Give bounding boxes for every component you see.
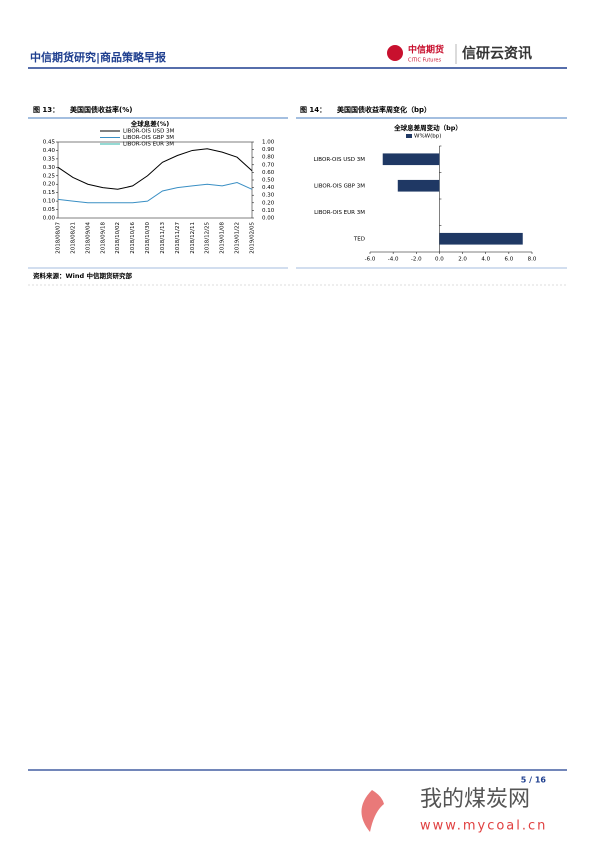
y2-tick-label: 0.10: [262, 208, 275, 214]
legend-label: LIBOR-OIS USD 3M: [123, 129, 175, 135]
legend-label: LIBOR-OIS EUR 3M: [123, 142, 174, 148]
y2-tick-label: 0.70: [262, 162, 275, 168]
chart-13: 全球息差(%) 0.00 0.05 0.10 0.15 0.20 0.25 0.30 0.35 0…: [43, 119, 275, 254]
y-tick-label: 0.15: [43, 190, 56, 196]
watermark-url: www.mycoal.cn: [420, 819, 547, 834]
y2-tick-label: 0.60: [262, 170, 275, 176]
y2-tick-label: 0.20: [262, 200, 275, 206]
page-number: 5 / 16: [521, 776, 547, 785]
logo-en: CITIC Futures: [408, 58, 441, 64]
x-tick-label: 2018/11/27: [175, 222, 181, 254]
plot-frame: [57, 141, 253, 219]
x-tick-label: 8.0: [528, 257, 537, 263]
x-tick-label: 2019/01/22: [235, 222, 241, 254]
logo-cn: 中信期货: [408, 44, 444, 56]
y2-tick-label: 0.40: [262, 185, 275, 191]
legend-swatch: [406, 134, 412, 138]
legend-label: W%W(bp): [414, 134, 441, 140]
chart-title: 全球息差周变动（bp）: [393, 123, 462, 132]
bar: [439, 232, 523, 245]
logo-icon: [387, 45, 403, 61]
legend-label: LIBOR-OIS GBP 3M: [123, 135, 174, 141]
x-tick-label: 2018/12/11: [190, 222, 196, 254]
brand: 信研云资讯: [462, 45, 532, 62]
y2-tick-label: 0.90: [262, 147, 275, 153]
y-tick-label: 0.05: [43, 207, 56, 213]
category-label: TED: [353, 236, 365, 242]
chart-title: 全球息差(%): [130, 119, 169, 128]
x-tick-label: 2018/08/07: [56, 222, 62, 254]
x-tick-label: 2018/08/21: [70, 222, 76, 254]
y2-tick-label: 0.00: [262, 216, 275, 222]
x-tick-label: 2018/10/30: [145, 222, 151, 254]
y-tick-label: 0.10: [43, 199, 56, 205]
y-tick-label: 0.30: [43, 165, 56, 171]
x-tick-label: 2018/09/04: [85, 222, 91, 254]
category-label: LIBOR-OIS GBP 3M: [314, 183, 365, 189]
bar: [397, 179, 440, 192]
figure-label: 图 13：: [33, 105, 59, 114]
x-tick-label: -6.0: [365, 257, 376, 263]
line-series: [57, 182, 253, 204]
x-tick-label: 2018/12/25: [205, 222, 211, 254]
watermark-name: 我的煤炭网: [420, 787, 530, 812]
x-tick-label: 2.0: [458, 257, 467, 263]
figure-title: 美国国债收益率(%): [70, 105, 132, 114]
y-tick-label: 0.35: [43, 156, 56, 162]
x-tick-label: 2018/09/18: [100, 222, 106, 254]
x-tick-label: 0.0: [435, 257, 444, 263]
x-tick-label: 2019/02/05: [250, 222, 256, 254]
watermark-icon: [361, 790, 384, 832]
source: 资料来源：Wind 中信期货研究部: [33, 271, 132, 280]
y2-tick-label: 0.50: [262, 178, 275, 184]
y2-tick-label: 0.80: [262, 155, 275, 161]
figure-label: 图 14：: [300, 105, 326, 114]
x-tick-label: 4.0: [481, 257, 490, 263]
x-tick-label: 6.0: [504, 257, 513, 263]
x-tick-label: 2018/10/02: [115, 222, 121, 254]
figure-title: 美国国债收益率周变化（bp）: [337, 105, 431, 114]
x-tick-label: 2018/11/13: [160, 222, 166, 254]
y-tick-label: 0.25: [43, 173, 56, 179]
y-tick-label: 0.45: [43, 140, 56, 146]
category-label: LIBOR-OIS USD 3M: [314, 157, 366, 163]
y2-tick-label: 0.30: [262, 193, 275, 199]
category-label: LIBOR-OIS EUR 3M: [314, 210, 365, 216]
y2-tick-label: 1.00: [262, 140, 275, 146]
x-tick-label: -4.0: [388, 257, 399, 263]
y-tick-label: 0.00: [43, 216, 56, 222]
x-tick-label: 2018/10/16: [130, 222, 136, 254]
header-title: 中信期货研究|商品策略早报: [30, 50, 167, 64]
y-tick-label: 0.20: [43, 182, 56, 188]
y-tick-label: 0.40: [43, 148, 56, 154]
chart-14: 全球息差周变动（bp） -6.0 -4.0 -2.0 0.0 2.0 4.0 6.0 8.0 LI…: [314, 123, 537, 263]
line-series: [57, 148, 253, 190]
bar: [382, 153, 440, 166]
x-tick-label: 2019/01/08: [220, 222, 226, 254]
x-tick-label: -2.0: [411, 257, 422, 263]
